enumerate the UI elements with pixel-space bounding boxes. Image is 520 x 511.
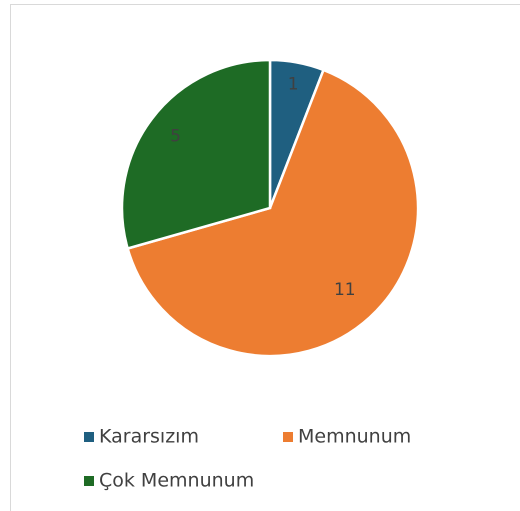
data-label: 11: [334, 280, 356, 300]
legend-label: Kararsızım: [99, 426, 199, 448]
pie-slice: [126, 68, 420, 358]
legend-swatch: [84, 476, 94, 486]
data-label: 5: [170, 127, 181, 147]
data-label: 1: [288, 74, 299, 94]
legend-label: Çok Memnunum: [99, 470, 254, 492]
pie-slice: [120, 58, 272, 251]
legend-swatch: [84, 432, 94, 442]
legend-swatch: [283, 432, 293, 442]
legend-label: Memnunum: [298, 426, 411, 448]
